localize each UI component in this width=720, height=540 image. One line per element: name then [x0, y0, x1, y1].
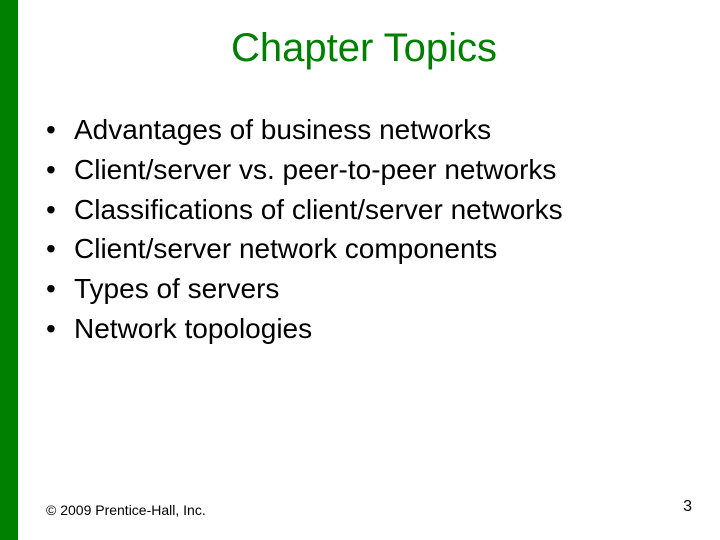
bullet-icon: •	[46, 191, 74, 229]
left-accent-bar	[0, 0, 18, 540]
bullet-icon: •	[46, 230, 74, 268]
bullet-text: Classifications of client/server network…	[74, 191, 690, 229]
bullet-list: • Advantages of business networks • Clie…	[38, 111, 690, 348]
list-item: • Classifications of client/server netwo…	[46, 191, 690, 229]
bullet-icon: •	[46, 151, 74, 189]
bullet-icon: •	[46, 310, 74, 348]
bullet-text: Advantages of business networks	[74, 111, 690, 149]
slide-content: Chapter Topics • Advantages of business …	[18, 0, 720, 540]
list-item: • Network topologies	[46, 310, 690, 348]
list-item: • Types of servers	[46, 270, 690, 308]
bullet-text: Client/server vs. peer-to-peer networks	[74, 151, 690, 189]
bullet-text: Network topologies	[74, 310, 690, 348]
list-item: • Client/server vs. peer-to-peer network…	[46, 151, 690, 189]
list-item: • Advantages of business networks	[46, 111, 690, 149]
page-number: 3	[683, 498, 692, 516]
bullet-text: Client/server network components	[74, 230, 690, 268]
bullet-text: Types of servers	[74, 270, 690, 308]
bullet-icon: •	[46, 270, 74, 308]
copyright-text: © 2009 Prentice-Hall, Inc.	[46, 502, 206, 518]
slide-title: Chapter Topics	[38, 26, 690, 71]
list-item: • Client/server network components	[46, 230, 690, 268]
bullet-icon: •	[46, 111, 74, 149]
